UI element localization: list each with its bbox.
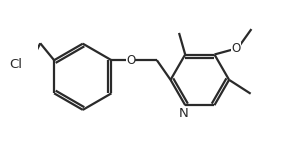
Text: O: O xyxy=(231,42,241,55)
Text: Cl: Cl xyxy=(9,58,22,71)
Text: O: O xyxy=(126,54,135,67)
Text: N: N xyxy=(179,107,189,121)
